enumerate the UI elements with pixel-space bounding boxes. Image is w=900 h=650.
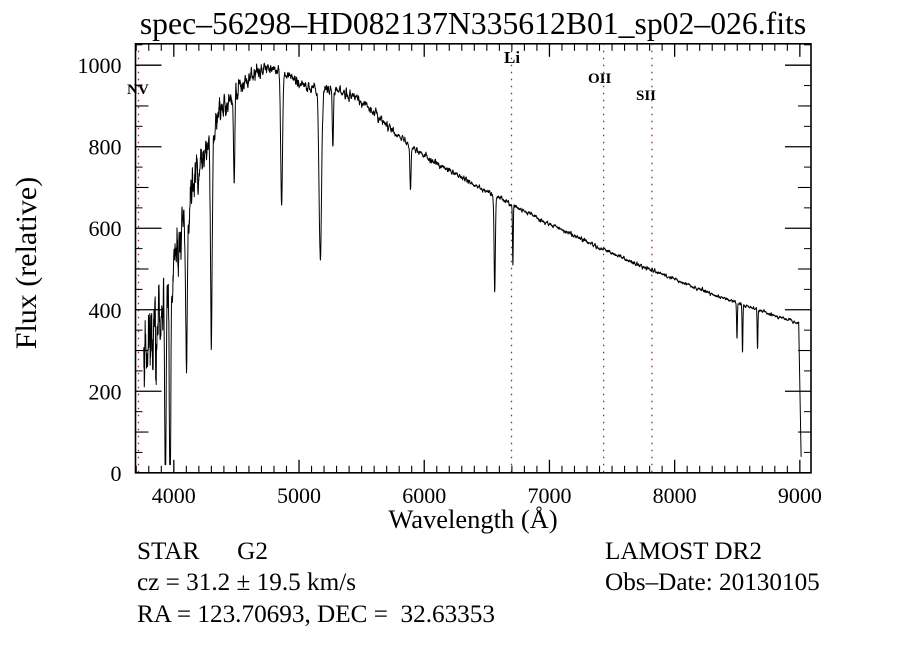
svg-text:800: 800 — [89, 135, 122, 160]
svg-text:Wavelength (Å): Wavelength (Å) — [388, 504, 557, 534]
svg-text:RA = 123.70693, DEC = 32.6335: RA = 123.70693, DEC = 32.63353 — [137, 601, 495, 628]
svg-text:Li: Li — [504, 48, 520, 67]
svg-text:STAR G2: STAR G2 — [137, 538, 268, 565]
svg-text:OII: OII — [588, 71, 612, 87]
svg-text:SII: SII — [636, 88, 656, 104]
svg-text:1000: 1000 — [78, 53, 122, 78]
svg-text:Obs–Date: 20130105: Obs–Date: 20130105 — [605, 569, 820, 596]
svg-text:4000: 4000 — [152, 483, 196, 508]
svg-text:8000: 8000 — [653, 483, 697, 508]
svg-text:9000: 9000 — [778, 483, 822, 508]
svg-text:200: 200 — [89, 379, 122, 404]
svg-text:0: 0 — [111, 461, 122, 486]
svg-text:spec–56298–HD082137N335612B01_: spec–56298–HD082137N335612B01_sp02–026.f… — [140, 6, 806, 41]
svg-text:LAMOST DR2: LAMOST DR2 — [605, 538, 762, 565]
svg-text:Flux (relative): Flux (relative) — [10, 177, 43, 349]
svg-text:5000: 5000 — [277, 483, 321, 508]
svg-text:cz = 31.2 ± 19.5 km/s: cz = 31.2 ± 19.5 km/s — [137, 569, 356, 596]
svg-text:400: 400 — [89, 298, 122, 323]
svg-text:600: 600 — [89, 216, 122, 241]
svg-text:NV: NV — [127, 82, 149, 98]
